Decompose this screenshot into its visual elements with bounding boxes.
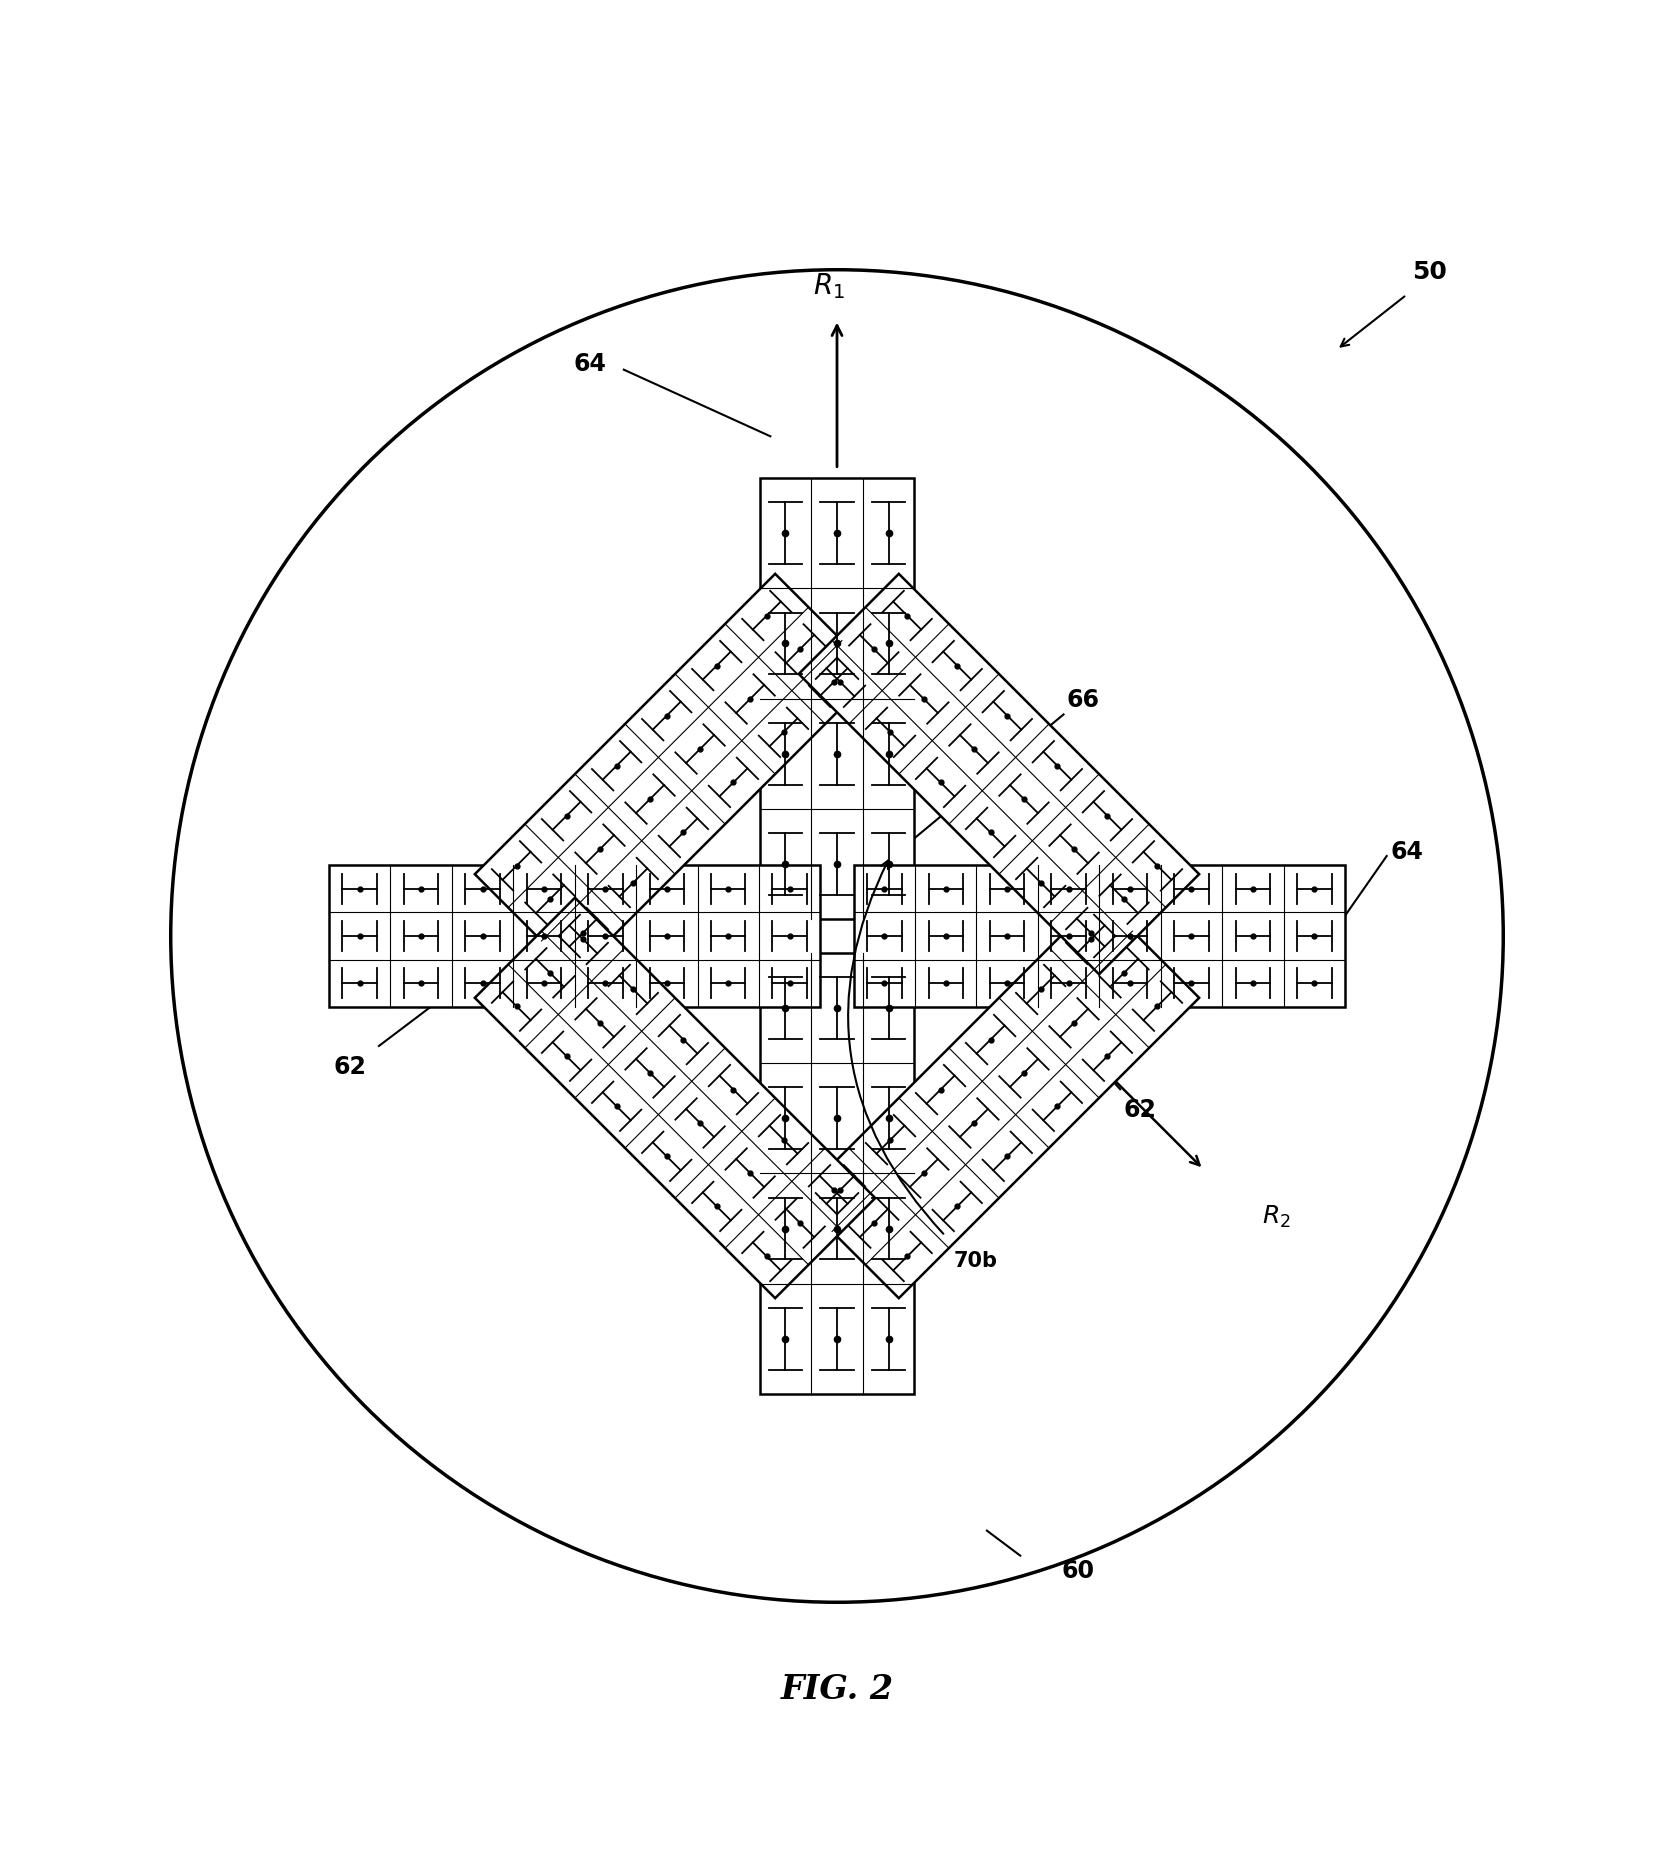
FancyArrowPatch shape bbox=[848, 862, 944, 1234]
Text: 70a: 70a bbox=[596, 1025, 637, 1043]
Text: 50: 50 bbox=[1410, 260, 1445, 285]
Text: $R_2$: $R_2$ bbox=[1261, 1202, 1290, 1229]
Text: 64: 64 bbox=[574, 352, 606, 375]
Polygon shape bbox=[798, 575, 1198, 974]
Text: 60: 60 bbox=[1061, 1558, 1094, 1583]
Bar bbox=[760, 953, 913, 1394]
Text: 64: 64 bbox=[1389, 839, 1422, 863]
Text: 62: 62 bbox=[1123, 1098, 1156, 1122]
Polygon shape bbox=[475, 899, 875, 1298]
Text: FIG. 2: FIG. 2 bbox=[780, 1673, 893, 1706]
Text: 70b: 70b bbox=[954, 1249, 997, 1270]
Bar bbox=[330, 865, 820, 1008]
Text: 62: 62 bbox=[335, 1054, 366, 1079]
Polygon shape bbox=[798, 899, 1198, 1298]
Bar bbox=[853, 865, 1343, 1008]
Text: $R_1$: $R_1$ bbox=[811, 272, 845, 300]
Polygon shape bbox=[475, 575, 875, 974]
Bar bbox=[760, 479, 913, 920]
Text: 66: 66 bbox=[1066, 687, 1099, 712]
